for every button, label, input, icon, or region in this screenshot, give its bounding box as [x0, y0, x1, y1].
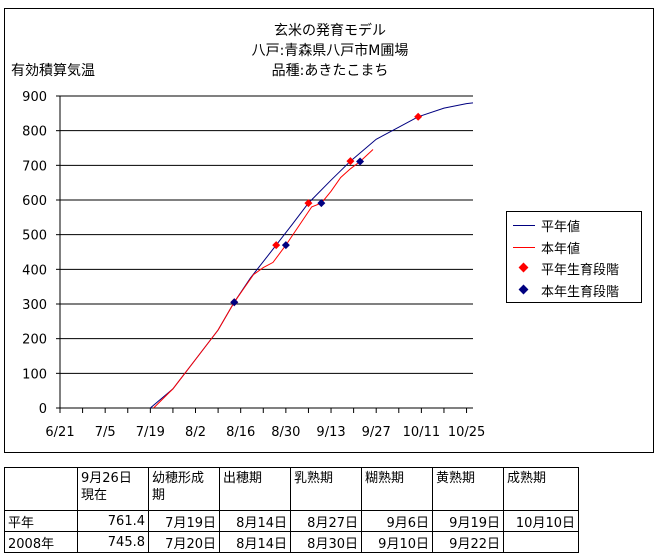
- table-cell: 8月30日: [290, 531, 362, 553]
- x-tick-label: 8/16: [226, 425, 255, 440]
- legend-label: 平年値: [541, 219, 581, 235]
- data-point-diamond: [304, 199, 313, 208]
- y-tick-label: 200: [22, 333, 47, 348]
- table-header-cell: 黄熟期: [432, 467, 504, 511]
- table-cell: 10月10日: [503, 510, 579, 532]
- table-cell: [503, 531, 579, 553]
- legend-swatch-navy-line: [513, 218, 535, 232]
- x-tick-label: 9/13: [316, 425, 345, 440]
- table-row: 2008年 745.8 7月20日 8月14日 8月30日 9月10日 9月22…: [4, 531, 579, 553]
- table-header-cell: 乳熟期: [290, 467, 362, 511]
- chart-title-line-2: 八戸:青森県八戸市M圃場: [251, 43, 409, 59]
- table-cell: 8月27日: [290, 510, 362, 532]
- legend-label: 平年生育段階: [541, 262, 620, 278]
- chart-plot: 0 100 200 300 400 500 600 700 800 900 6/21 7/5 7/19 8…: [22, 90, 485, 440]
- x-tick-label: 8/30: [271, 425, 300, 440]
- legend-label: 本年生育段階: [541, 284, 620, 300]
- y-tick-label: 700: [22, 159, 47, 174]
- y-tick-label: 500: [22, 229, 47, 244]
- x-tick-label: 7/19: [136, 425, 165, 440]
- table-header-cell: 出穂期: [219, 467, 291, 511]
- legend-swatch-navy-diamond: [513, 283, 535, 297]
- x-tick-label: 8/2: [185, 425, 206, 440]
- table-cell: 9月19日: [432, 510, 504, 532]
- table-header-cell: 9月26日 現在: [77, 467, 149, 511]
- y-tick-label: 900: [22, 90, 47, 105]
- x-tick-label: 6/21: [45, 425, 74, 440]
- data-point-diamond: [346, 157, 355, 166]
- table-header-cell: [4, 467, 78, 511]
- series-line: [149, 102, 474, 409]
- legend-swatch-red-diamond: [513, 261, 535, 275]
- table-header-cell: 糊熟期: [361, 467, 433, 511]
- data-point-diamond: [356, 157, 365, 166]
- y-axis-label: 有効積算気温: [11, 63, 95, 79]
- table-header-cell: 幼穂形成期: [148, 467, 220, 511]
- table-cell: 2008年: [4, 531, 78, 553]
- table-row: 平年 761.4 7月19日 8月14日 8月27日 9月6日 9月19日 10…: [4, 510, 579, 532]
- x-tick-label: 10/25: [448, 425, 485, 440]
- table-cell: 9月10日: [361, 531, 433, 553]
- y-tick-label: 300: [22, 298, 47, 313]
- table-cell: 8月14日: [219, 531, 291, 553]
- legend: 平年値 本年値 平年生育段階 本年生育段階: [506, 211, 642, 303]
- legend-item-current-line: 本年値: [513, 237, 580, 257]
- data-point-diamond: [230, 298, 239, 307]
- x-tick-label: 10/11: [403, 425, 440, 440]
- data-point-diamond: [414, 112, 423, 121]
- chart-title-line-1: 玄米の発育モデル: [274, 23, 386, 39]
- chart-title-line-3: 品種:あきたこまち: [271, 63, 389, 79]
- data-point-diamond: [317, 199, 326, 208]
- data-point-diamond: [281, 241, 290, 250]
- data-point-diamond: [272, 241, 281, 250]
- table-cell: 9月6日: [361, 510, 433, 532]
- x-tick-label: 7/5: [95, 425, 116, 440]
- table-cell: 745.8: [77, 531, 149, 553]
- stage-table: 9月26日 現在 幼穂形成期 出穂期 乳熟期 糊熟期 黄熟期 成熟期 平年 761…: [4, 467, 579, 553]
- table-header-row: 9月26日 現在 幼穂形成期 出穂期 乳熟期 糊熟期 黄熟期 成熟期: [4, 467, 579, 511]
- chart-frame: [4, 8, 654, 453]
- y-tick-label: 0: [39, 402, 47, 417]
- legend-item-normal-line: 平年値: [513, 215, 580, 235]
- y-tick-label: 600: [22, 194, 47, 209]
- y-tick-label: 800: [22, 125, 47, 140]
- table-cell: 9月22日: [432, 531, 504, 553]
- table-cell: 7月20日: [148, 531, 220, 553]
- table-cell: 761.4: [77, 510, 149, 532]
- table-cell: 平年: [4, 510, 78, 532]
- series-line: [153, 149, 374, 409]
- table-cell: 8月14日: [219, 510, 291, 532]
- y-tick-label: 400: [22, 263, 47, 278]
- legend-swatch-red-line: [513, 240, 535, 254]
- table-cell: 7月19日: [148, 510, 220, 532]
- legend-item-current-stage: 本年生育段階: [513, 280, 619, 300]
- table-header-cell: 成熟期: [503, 467, 579, 511]
- legend-label: 本年値: [541, 241, 581, 257]
- x-tick-label: 9/27: [362, 425, 391, 440]
- legend-item-normal-stage: 平年生育段階: [513, 258, 619, 278]
- y-tick-label: 100: [22, 367, 47, 382]
